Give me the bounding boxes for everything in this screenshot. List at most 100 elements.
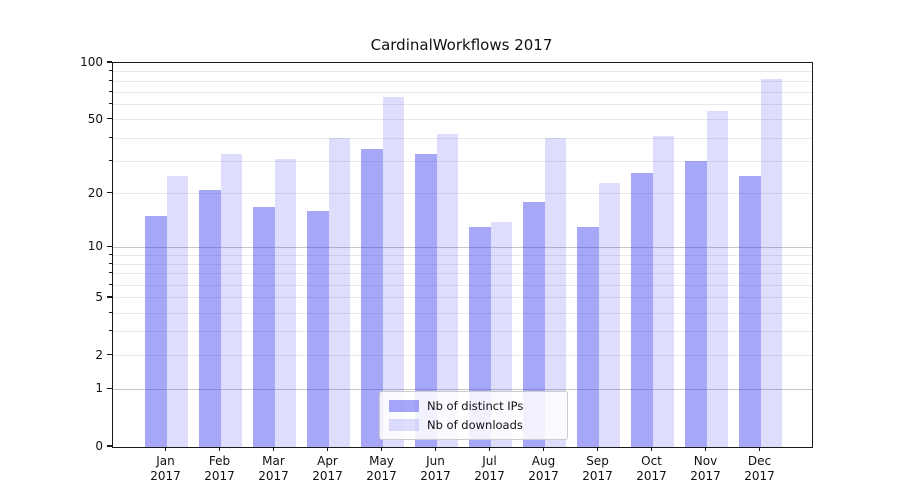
x-tick-label-nov: Nov 2017: [676, 454, 736, 484]
gridline: [113, 331, 812, 333]
gridline: [113, 312, 812, 314]
y-tick: [107, 61, 112, 63]
bar-downloads-aug: [544, 138, 566, 447]
legend: Nb of distinct IPs Nb of downloads: [379, 391, 568, 440]
y-minor-tick: [109, 272, 112, 274]
gridline: [113, 119, 812, 121]
bar-distinct-ips-oct: [631, 172, 653, 447]
bar-distinct-ips-nov: [685, 161, 707, 447]
x-tick-year: 2017: [258, 469, 289, 483]
x-tick-month: Feb: [208, 454, 231, 468]
bar-downloads-dec: [760, 79, 782, 447]
bar-distinct-ips-aug: [523, 202, 545, 447]
x-tick: [326, 447, 329, 451]
x-tick-year: 2017: [312, 469, 343, 483]
bar-distinct-ips-may: [361, 148, 383, 447]
x-tick-month: Nov: [693, 454, 718, 468]
x-tick-label-aug: Aug 2017: [514, 454, 574, 484]
x-tick-month: Oct: [641, 454, 662, 468]
y-tick-label: 20: [87, 185, 103, 200]
x-tick-label-jul: Jul 2017: [460, 454, 520, 484]
y-minor-tick: [109, 136, 112, 138]
x-tick-year: 2017: [690, 469, 721, 483]
y-tick: [107, 387, 112, 389]
bar-distinct-ips-feb: [199, 189, 221, 447]
legend-swatch-downloads: [389, 419, 419, 431]
y-tick-label: 50: [87, 111, 103, 126]
legend-item-downloads: Nb of downloads: [389, 418, 557, 432]
gridline: [113, 104, 812, 106]
y-tick: [107, 353, 112, 356]
gridline: [113, 273, 812, 275]
y-tick-label: 5: [95, 289, 103, 304]
x-tick-label-dec: Dec 2017: [730, 454, 790, 484]
y-tick-label: 10: [87, 239, 103, 254]
legend-label-downloads: Nb of downloads: [427, 418, 523, 432]
bar-downloads-feb: [220, 153, 242, 447]
x-tick: [434, 447, 437, 451]
x-tick-month: Dec: [747, 454, 772, 468]
x-tick-label-apr: Apr 2017: [298, 454, 358, 484]
y-minor-tick: [109, 311, 112, 313]
x-tick: [488, 447, 491, 451]
y-minor-tick: [109, 283, 112, 285]
legend-item-distinct-ips: Nb of distinct IPs: [389, 399, 557, 413]
chart-title: CardinalWorkflows 2017: [370, 36, 553, 54]
gridline: [113, 137, 812, 139]
x-tick-month: Jul: [482, 454, 497, 468]
gridline: [113, 355, 812, 357]
x-tick: [380, 447, 383, 451]
x-tick-month: May: [369, 454, 394, 468]
x-tick-year: 2017: [744, 469, 775, 483]
bar-downloads-may: [382, 97, 404, 447]
y-minor-tick: [109, 90, 112, 92]
gridline: [113, 91, 812, 93]
x-tick-label-may: May 2017: [352, 454, 412, 484]
x-tick-year: 2017: [582, 469, 613, 483]
gridline: [113, 160, 812, 162]
x-tick-label-jan: Jan 2017: [136, 454, 196, 484]
bar-distinct-ips-dec: [739, 175, 761, 447]
y-tick: [107, 245, 112, 248]
x-tick-month: Mar: [262, 454, 285, 468]
x-tick-year: 2017: [636, 469, 667, 483]
y-tick-label: 2: [95, 347, 103, 362]
x-tick-year: 2017: [420, 469, 451, 483]
x-tick-month: Jan: [156, 454, 175, 468]
gridline: [113, 246, 812, 248]
bar-distinct-ips-jan: [145, 216, 167, 447]
y-minor-tick: [109, 262, 112, 264]
bar-distinct-ips-apr: [307, 211, 329, 447]
bar-downloads-apr: [328, 138, 350, 447]
y-minor-tick: [109, 103, 112, 105]
gridline: [113, 80, 812, 82]
y-tick: [107, 445, 112, 447]
bar-distinct-ips-mar: [253, 206, 275, 447]
y-tick: [107, 118, 112, 120]
y-minor-tick: [109, 159, 112, 161]
bar-downloads-nov: [706, 110, 728, 447]
x-tick-label-feb: Feb 2017: [190, 454, 250, 484]
x-tick: [218, 447, 221, 451]
x-tick-label-sep: Sep 2017: [568, 454, 628, 484]
y-tick-label: 1: [95, 381, 103, 396]
bar-downloads-jan: [166, 175, 188, 447]
bar-downloads-mar: [274, 158, 296, 447]
x-tick-year: 2017: [474, 469, 505, 483]
x-tick-year: 2017: [150, 469, 181, 483]
x-tick: [272, 447, 275, 451]
y-minor-tick: [109, 330, 112, 332]
y-tick: [107, 192, 112, 194]
x-tick: [542, 447, 545, 451]
y-minor-tick: [109, 79, 112, 81]
bar-downloads-oct: [652, 136, 674, 447]
x-tick: [650, 447, 653, 451]
bar-distinct-ips-jun: [415, 153, 437, 447]
gridline: [113, 71, 812, 73]
x-tick-year: 2017: [204, 469, 235, 483]
gridline: [113, 254, 812, 256]
x-tick-label-oct: Oct 2017: [622, 454, 682, 484]
y-minor-tick: [109, 70, 112, 72]
y-tick-label: 0: [95, 439, 103, 453]
